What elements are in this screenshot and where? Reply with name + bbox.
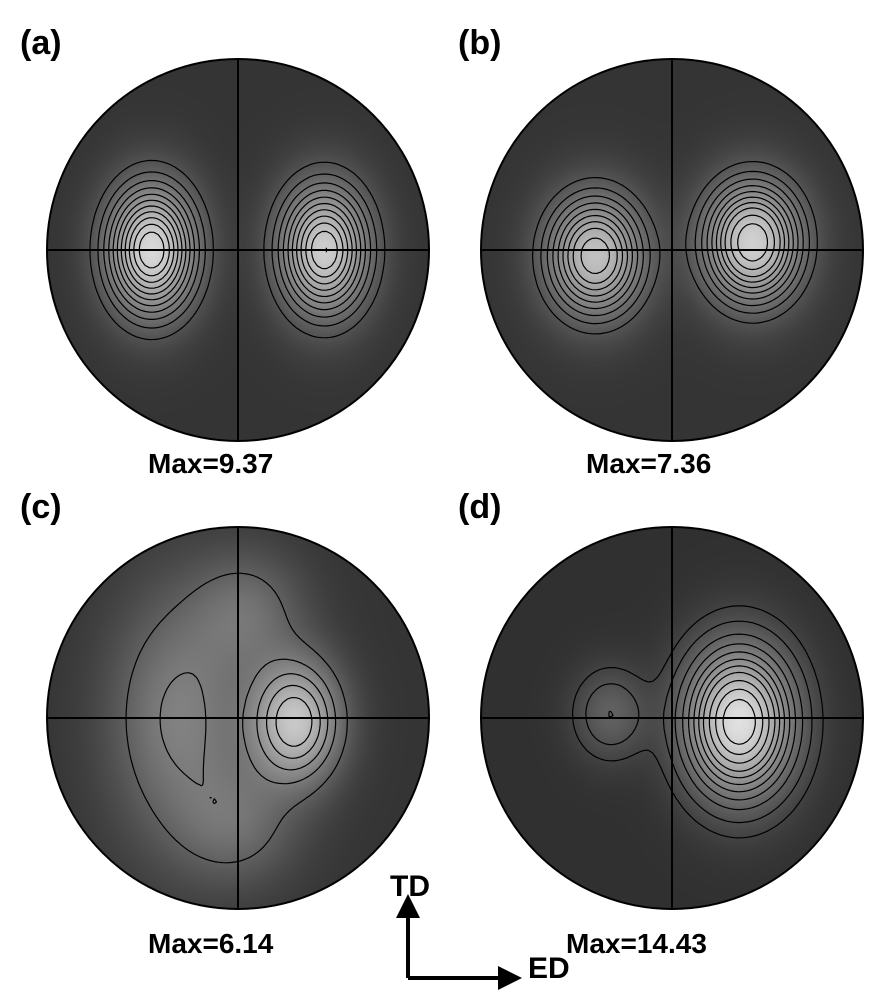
contour-line bbox=[541, 171, 810, 323]
contour-line bbox=[573, 606, 824, 838]
pole-figure-a bbox=[46, 58, 430, 442]
pole-figure-panel-b bbox=[480, 58, 864, 442]
ed-label: ED bbox=[528, 952, 570, 986]
pole-figure-d bbox=[480, 526, 864, 910]
panel-label-d: (d) bbox=[458, 488, 501, 527]
max-label-c: Max=6.14 bbox=[148, 928, 273, 960]
pole-figure-panel-c bbox=[46, 526, 430, 910]
contour-line bbox=[699, 666, 780, 778]
contour-line bbox=[738, 224, 768, 261]
contour-line bbox=[563, 197, 789, 296]
contour-line bbox=[276, 698, 312, 747]
pole-figure-c bbox=[46, 526, 430, 910]
contour-line bbox=[709, 681, 769, 764]
contour-line bbox=[694, 659, 785, 784]
contour-line bbox=[723, 699, 755, 744]
pole-figure-panel-a bbox=[46, 58, 430, 442]
max-label-d: Max=14.43 bbox=[566, 928, 707, 960]
panel-label-c: (c) bbox=[20, 488, 62, 527]
contour-line bbox=[573, 208, 780, 283]
contour-line bbox=[704, 672, 775, 771]
contour-line bbox=[581, 215, 774, 273]
td-label: TD bbox=[390, 870, 430, 904]
max-label-b: Max=7.36 bbox=[586, 448, 711, 480]
pole-figure-panel-d bbox=[480, 526, 864, 910]
pole-figure-b bbox=[480, 58, 864, 442]
panel-label-a: (a) bbox=[20, 24, 62, 63]
contour-line bbox=[257, 674, 328, 770]
contour-line bbox=[683, 644, 796, 800]
panel-label-b: (b) bbox=[458, 24, 501, 63]
max-label-a: Max=9.37 bbox=[148, 448, 273, 480]
